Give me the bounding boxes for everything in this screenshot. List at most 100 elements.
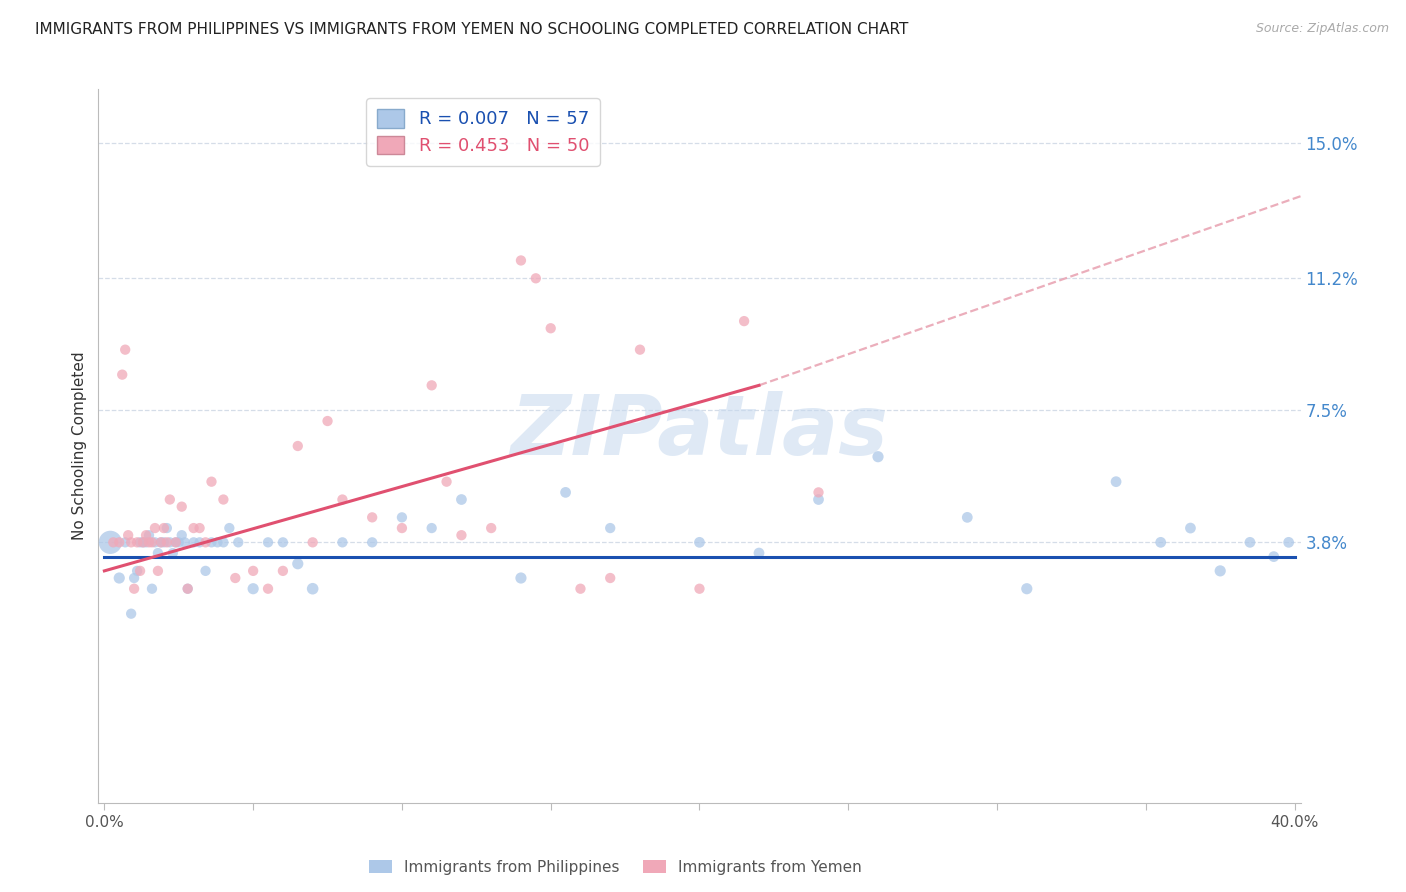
Point bbox=[103, 535, 125, 549]
Point bbox=[1263, 549, 1285, 564]
Point bbox=[122, 582, 145, 596]
Point bbox=[200, 475, 222, 489]
Point bbox=[127, 564, 149, 578]
Point bbox=[108, 571, 131, 585]
Point bbox=[391, 521, 413, 535]
Point bbox=[176, 582, 198, 596]
Point bbox=[149, 535, 172, 549]
Point bbox=[156, 521, 179, 535]
Point bbox=[1239, 535, 1261, 549]
Point bbox=[138, 528, 160, 542]
Point bbox=[146, 564, 169, 578]
Point bbox=[510, 571, 533, 585]
Point bbox=[153, 521, 176, 535]
Point bbox=[479, 521, 502, 535]
Text: ZIPatlas: ZIPatlas bbox=[510, 392, 889, 472]
Point bbox=[135, 528, 157, 542]
Point bbox=[188, 521, 211, 535]
Point bbox=[807, 485, 830, 500]
Point bbox=[688, 535, 710, 549]
Point bbox=[207, 535, 229, 549]
Point bbox=[114, 535, 136, 549]
Point bbox=[159, 535, 181, 549]
Point bbox=[122, 571, 145, 585]
Point bbox=[420, 378, 443, 392]
Point bbox=[117, 528, 139, 542]
Point bbox=[420, 521, 443, 535]
Point bbox=[167, 535, 190, 549]
Point bbox=[1105, 475, 1128, 489]
Point bbox=[127, 535, 149, 549]
Point bbox=[1180, 521, 1202, 535]
Point bbox=[194, 564, 217, 578]
Point bbox=[733, 314, 755, 328]
Point bbox=[332, 535, 354, 549]
Point bbox=[143, 521, 166, 535]
Point bbox=[287, 439, 309, 453]
Point bbox=[132, 535, 155, 549]
Point bbox=[599, 571, 621, 585]
Point bbox=[143, 535, 166, 549]
Point bbox=[956, 510, 979, 524]
Point bbox=[176, 582, 198, 596]
Point bbox=[1209, 564, 1232, 578]
Point bbox=[450, 492, 472, 507]
Point bbox=[173, 535, 195, 549]
Point bbox=[120, 535, 142, 549]
Point bbox=[257, 535, 280, 549]
Point bbox=[200, 535, 222, 549]
Point bbox=[165, 535, 187, 549]
Point bbox=[146, 546, 169, 560]
Point bbox=[271, 535, 294, 549]
Point bbox=[120, 607, 142, 621]
Y-axis label: No Schooling Completed: No Schooling Completed bbox=[72, 351, 87, 541]
Point bbox=[628, 343, 651, 357]
Point bbox=[361, 510, 384, 524]
Point bbox=[132, 535, 155, 549]
Point bbox=[129, 535, 152, 549]
Point bbox=[242, 564, 264, 578]
Legend: Immigrants from Philippines, Immigrants from Yemen: Immigrants from Philippines, Immigrants … bbox=[363, 854, 868, 880]
Point bbox=[271, 564, 294, 578]
Point bbox=[170, 500, 193, 514]
Point bbox=[141, 582, 163, 596]
Point bbox=[162, 546, 184, 560]
Point bbox=[183, 535, 205, 549]
Point bbox=[1150, 535, 1173, 549]
Point bbox=[242, 582, 264, 596]
Point bbox=[554, 485, 576, 500]
Point bbox=[510, 253, 533, 268]
Point bbox=[599, 521, 621, 535]
Point bbox=[108, 535, 131, 549]
Point bbox=[688, 582, 710, 596]
Point bbox=[748, 546, 770, 560]
Point bbox=[194, 535, 217, 549]
Point bbox=[98, 535, 121, 549]
Point bbox=[361, 535, 384, 549]
Point bbox=[135, 535, 157, 549]
Point bbox=[301, 582, 323, 596]
Point bbox=[224, 571, 246, 585]
Point bbox=[141, 535, 163, 549]
Point bbox=[159, 492, 181, 507]
Point bbox=[149, 535, 172, 549]
Point bbox=[450, 528, 472, 542]
Point bbox=[212, 492, 235, 507]
Point bbox=[153, 535, 176, 549]
Point bbox=[1278, 535, 1301, 549]
Text: IMMIGRANTS FROM PHILIPPINES VS IMMIGRANTS FROM YEMEN NO SCHOOLING COMPLETED CORR: IMMIGRANTS FROM PHILIPPINES VS IMMIGRANT… bbox=[35, 22, 908, 37]
Point bbox=[316, 414, 339, 428]
Point bbox=[170, 528, 193, 542]
Point bbox=[212, 535, 235, 549]
Point bbox=[301, 535, 323, 549]
Point bbox=[807, 492, 830, 507]
Point bbox=[111, 368, 134, 382]
Point bbox=[257, 582, 280, 596]
Point bbox=[540, 321, 562, 335]
Point bbox=[226, 535, 249, 549]
Point bbox=[183, 521, 205, 535]
Point bbox=[138, 535, 160, 549]
Point bbox=[569, 582, 592, 596]
Point bbox=[114, 343, 136, 357]
Point bbox=[391, 510, 413, 524]
